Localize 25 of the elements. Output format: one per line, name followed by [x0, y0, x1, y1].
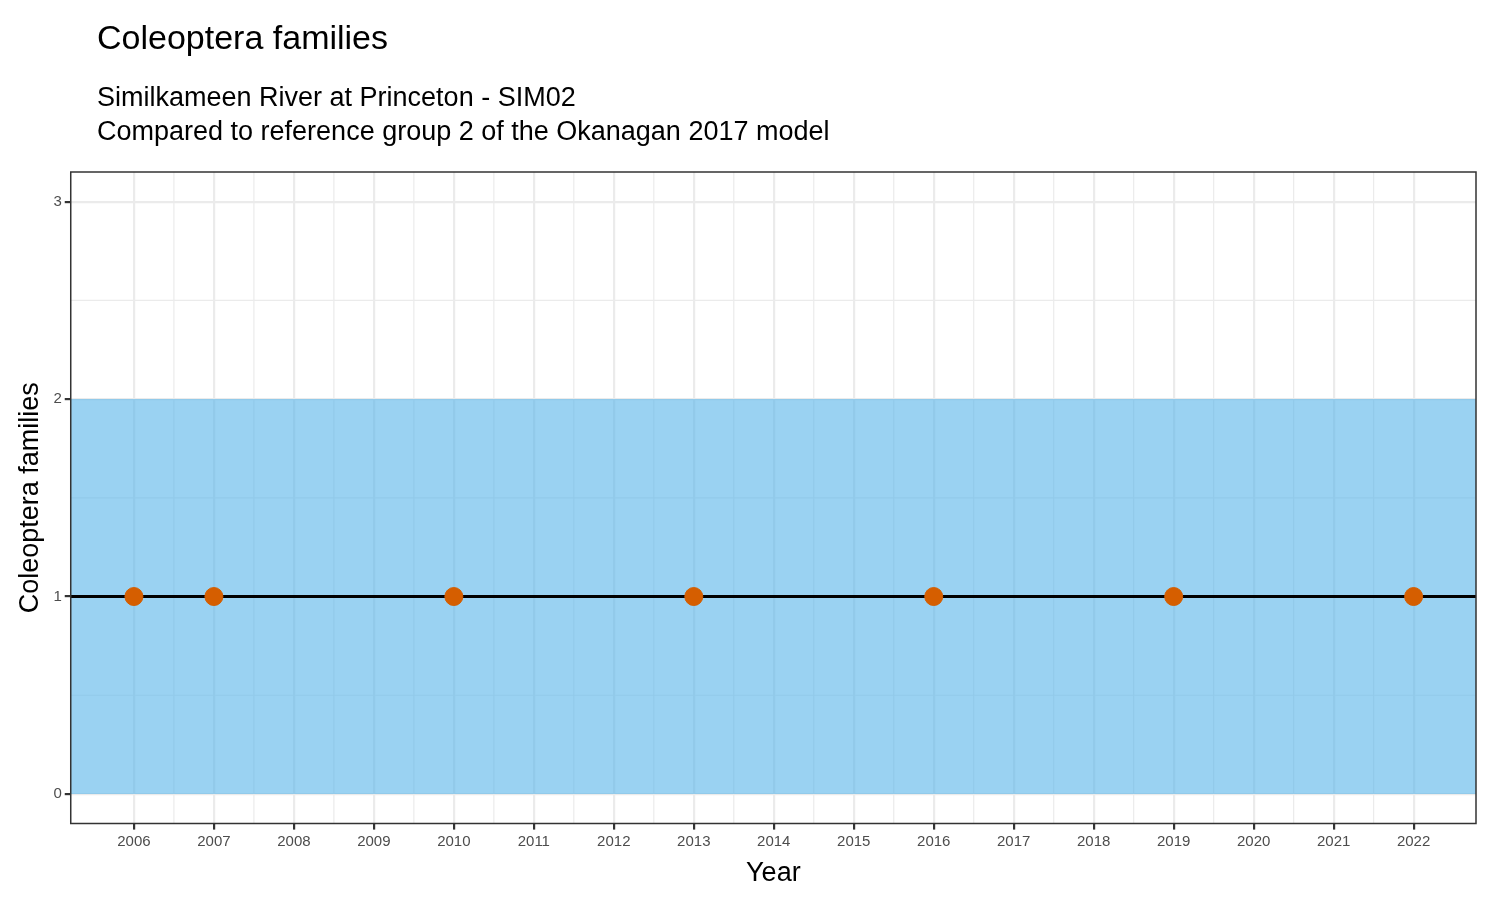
x-tick-label: 2018: [1077, 831, 1111, 849]
x-tick-label: 2016: [917, 831, 951, 849]
x-tick-label: 2012: [597, 831, 631, 849]
x-tick-label: 2022: [1396, 831, 1431, 849]
y-tick-label: 0: [53, 784, 62, 802]
x-tick-label: 2009: [357, 831, 391, 849]
x-tick-label: 2006: [117, 831, 151, 849]
y-tick-label: 1: [53, 586, 62, 604]
x-tick-label: 2007: [197, 831, 231, 849]
x-tick-label: 2019: [1156, 831, 1191, 849]
y-tick-label: 2: [53, 389, 62, 407]
x-tick-label: 2021: [1316, 831, 1351, 849]
y-tick-label: 3: [53, 191, 62, 209]
x-tick-label: 2015: [837, 831, 871, 849]
x-tick-label: 2020: [1236, 831, 1271, 849]
x-tick-label: 2011: [517, 831, 550, 849]
x-tick-label: 2010: [437, 831, 471, 849]
x-axis-title: Year: [746, 857, 801, 888]
x-tick-label: 2008: [277, 831, 311, 849]
y-axis-title: Coleoptera families: [13, 382, 44, 614]
x-tick-label: 2017: [997, 831, 1031, 849]
x-tick-label: 2014: [757, 831, 791, 849]
chart-title: Coleoptera families: [97, 18, 389, 57]
x-tick-label: 2013: [677, 831, 711, 849]
chart-subtitle: Similkameen River at Princeton - SIM02 Compared to reference group 2 of the Okanagan 2017 model: [97, 81, 830, 148]
